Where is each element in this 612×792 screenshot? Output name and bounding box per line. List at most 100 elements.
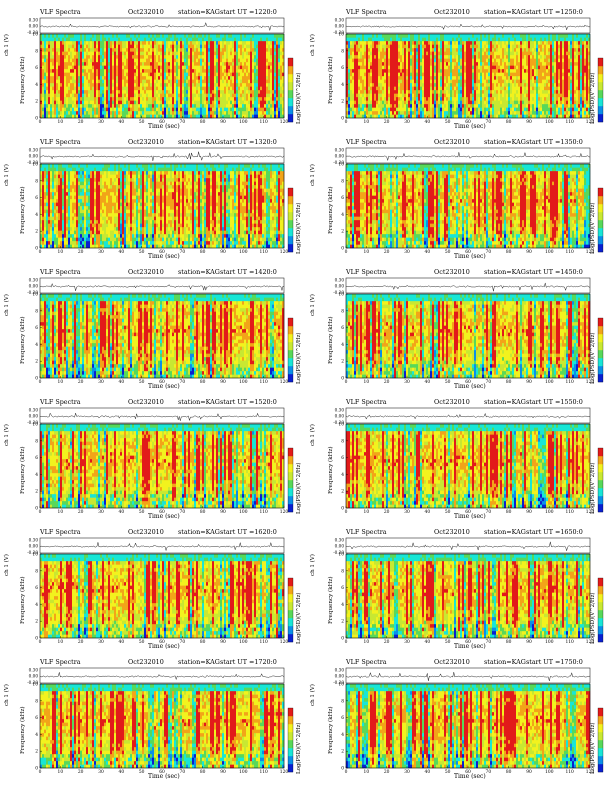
time-tick-label: 20: [78, 120, 84, 125]
waveform-tick-label: 0.00: [29, 544, 39, 549]
colorbar: [597, 317, 604, 383]
time-tick-label: 30: [404, 510, 410, 515]
time-tick-label: 10: [58, 510, 64, 515]
time-tick-label: 110: [259, 380, 268, 385]
time-tick-label: 80: [200, 510, 206, 515]
time-tick-label: 40: [119, 640, 125, 645]
waveform-frame: [39, 147, 285, 164]
time-tick-label: 0: [345, 640, 348, 645]
time-tick-label: 30: [404, 250, 410, 255]
time-tick-label: 0: [39, 510, 42, 515]
freq-tick-label: 10: [32, 163, 38, 168]
time-tick-label: 30: [98, 120, 104, 125]
time-tick-label: 80: [200, 770, 206, 775]
time-tick-label: 40: [119, 770, 125, 775]
freq-tick-label: 2: [341, 490, 344, 495]
spectrogram-image: [346, 294, 591, 379]
waveform-tick-label: 0.30: [335, 668, 345, 673]
colorbar-label: Log(PSD)(V^2/Hz): [296, 592, 302, 644]
panel-date: Oct232010: [434, 658, 470, 667]
time-axis-label: Time (sec): [148, 123, 180, 130]
panel-station: station=KAG: [484, 528, 526, 537]
time-tick-label: 120: [280, 120, 289, 125]
waveform-axis-label: ch 1 (V): [310, 34, 316, 56]
time-tick-label: 50: [139, 510, 145, 515]
waveform-trace: [39, 282, 285, 292]
time-tick-label: 120: [586, 770, 595, 775]
freq-tick-label: 2: [341, 230, 344, 235]
panel-start-time: start UT =1350:0: [526, 138, 583, 147]
panel-header: VLF Spectra Oct232010 station=KAG start UT …: [40, 658, 284, 667]
waveform-tick-label: 0.30: [335, 148, 345, 153]
time-tick-label: 0: [39, 380, 42, 385]
waveform-tick-label: -0.30: [333, 30, 344, 35]
waveform-frame: [39, 537, 285, 554]
colorbar: [287, 317, 294, 383]
freq-tick-label: 10: [338, 423, 344, 428]
waveform-tick-label: -0.30: [27, 160, 38, 165]
time-tick-label: 80: [506, 380, 512, 385]
time-tick-label: 90: [526, 770, 532, 775]
frequency-axis-label: Frequency (kHz): [328, 446, 334, 494]
time-tick-label: 100: [545, 380, 554, 385]
waveform-tick-label: 0.00: [335, 154, 345, 159]
panel-start-time: start UT =1450:0: [526, 268, 583, 277]
frequency-axis-label: Frequency (kHz): [20, 186, 26, 234]
time-tick-label: 70: [180, 120, 186, 125]
frequency-axis-label: Frequency (kHz): [20, 316, 26, 364]
waveform-tick-label: 0.00: [29, 414, 39, 419]
time-tick-label: 100: [239, 770, 248, 775]
freq-tick-label: 10: [32, 293, 38, 298]
time-tick-label: 50: [445, 770, 451, 775]
time-tick-label: 0: [345, 770, 348, 775]
time-tick-label: 120: [586, 250, 595, 255]
panel-date: Oct232010: [434, 8, 470, 17]
time-tick-label: 110: [259, 640, 268, 645]
time-tick-label: 120: [586, 120, 595, 125]
waveform-frame: [345, 537, 591, 554]
time-axis-label: Time (sec): [454, 253, 486, 260]
time-tick-label: 20: [384, 380, 390, 385]
waveform-tick-label: 0.30: [29, 538, 39, 543]
panel-date: Oct232010: [434, 528, 470, 537]
freq-tick-label: 2: [35, 750, 38, 755]
freq-tick-label: 0: [35, 507, 38, 512]
time-tick-label: 70: [486, 510, 492, 515]
colorbar-label: Log(PSD)(V^2/Hz): [590, 462, 596, 514]
time-tick-label: 60: [465, 770, 471, 775]
time-tick-label: 60: [465, 510, 471, 515]
time-tick-label: 70: [486, 640, 492, 645]
freq-tick-label: 10: [338, 293, 344, 298]
waveform-tick-label: -0.30: [27, 550, 38, 555]
time-tick-label: 90: [526, 120, 532, 125]
time-tick-label: 10: [364, 510, 370, 515]
time-tick-label: 50: [445, 120, 451, 125]
panel-title: VLF Spectra: [40, 658, 81, 667]
panel-header: VLF Spectra Oct232010 station=KAG start UT …: [346, 398, 590, 407]
time-tick-label: 90: [526, 510, 532, 515]
time-tick-label: 50: [445, 380, 451, 385]
freq-tick-label: 2: [341, 620, 344, 625]
time-tick-label: 60: [159, 510, 165, 515]
time-tick-label: 110: [565, 510, 574, 515]
panel-start-time: start UT =1520:0: [220, 398, 277, 407]
time-tick-label: 30: [98, 640, 104, 645]
spectrogram-panel: VLF Spectra Oct232010 station=KAG start UT …: [0, 390, 306, 520]
time-tick-label: 100: [545, 120, 554, 125]
waveform-trace: [345, 671, 591, 682]
freq-tick-label: 0: [35, 637, 38, 642]
freq-tick-label: 8: [35, 309, 38, 314]
freq-tick-label: 6: [341, 326, 344, 331]
panel-start-time: start UT =1650:0: [526, 528, 583, 537]
waveform-frame: [39, 667, 285, 684]
panel-title: VLF Spectra: [346, 138, 387, 147]
freq-tick-label: 8: [341, 49, 344, 54]
panel-station: station=KAG: [484, 138, 526, 147]
colorbar: [597, 447, 604, 513]
spectrogram-image: [40, 294, 285, 379]
time-tick-label: 40: [119, 120, 125, 125]
freq-tick-label: 8: [341, 699, 344, 704]
